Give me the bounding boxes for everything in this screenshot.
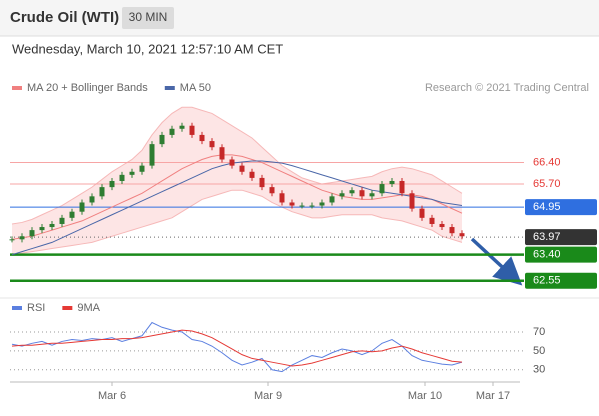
candle (49, 223, 55, 228)
candle (219, 147, 225, 160)
candle (119, 174, 125, 181)
legend-swatch (12, 306, 22, 310)
candle (239, 165, 245, 172)
level-label: 64.95 (533, 201, 561, 213)
legend-swatch (164, 86, 175, 90)
candle (459, 233, 465, 237)
level-label: 62.55 (533, 275, 561, 287)
candle (299, 205, 305, 207)
x-tick-label: Mar 17 (476, 390, 510, 402)
candle (109, 180, 115, 188)
bollinger-lower (11, 189, 463, 256)
x-tick-label: Mar 9 (254, 390, 282, 402)
candle (19, 236, 25, 240)
y-tick-label: 30 (533, 364, 545, 376)
x-tick-label: Mar 6 (98, 390, 126, 402)
ma-line (11, 154, 463, 240)
candle (289, 202, 295, 206)
candle (339, 193, 345, 197)
badge-box (122, 7, 174, 29)
level-tag (525, 246, 597, 263)
candle (349, 190, 355, 194)
candle (99, 187, 105, 197)
credit: Research © 2021 Trading Central (425, 82, 589, 94)
forecast-arrow (470, 237, 523, 286)
candle (389, 180, 395, 185)
badge: 30 MIN (129, 10, 168, 24)
candle (359, 190, 365, 197)
legend-label: 9MA (77, 302, 100, 314)
legend-swatch (12, 86, 22, 90)
candle (329, 196, 335, 203)
level-tag (525, 199, 597, 216)
candle (429, 217, 435, 224)
candle (149, 144, 155, 166)
legend-label: MA 20 + Bollinger Bands (27, 82, 148, 94)
legend-label: RSI (27, 302, 45, 314)
candle (319, 202, 325, 206)
candle (229, 159, 235, 166)
bollinger-band (12, 107, 462, 255)
candle (159, 134, 165, 145)
candle (79, 202, 85, 212)
candle (59, 217, 65, 224)
ma-line (11, 160, 463, 256)
level-tag (525, 229, 597, 246)
candle (209, 141, 215, 148)
header-bar (0, 0, 599, 36)
candle (179, 125, 185, 129)
candle (309, 205, 315, 207)
y-tick-label: 70 (533, 326, 545, 338)
legend-label: MA 50 (180, 82, 211, 94)
level-tag (525, 272, 597, 289)
candle (419, 208, 425, 218)
candle (369, 193, 375, 197)
candle (199, 134, 205, 142)
candle (139, 165, 145, 172)
candle (449, 227, 455, 234)
candle (259, 177, 265, 188)
candle (9, 239, 15, 241)
level-label: 65.70 (533, 178, 561, 190)
x-tick-label: Mar 10 (408, 390, 442, 402)
rsi-line (11, 321, 463, 373)
candle (89, 196, 95, 203)
candle (269, 187, 275, 194)
candle (439, 223, 445, 228)
candle (29, 230, 35, 237)
level-label: 66.40 (533, 156, 561, 168)
candle (39, 227, 45, 231)
candle (409, 193, 415, 209)
rsi-line (11, 329, 463, 367)
candle (69, 211, 75, 218)
candle (189, 125, 195, 135)
candle (279, 193, 285, 203)
candle (399, 180, 405, 194)
candle (379, 184, 385, 194)
subtitle: Wednesday, March 10, 2021 12:57:10 AM CE… (12, 41, 283, 56)
candle (129, 171, 135, 175)
legend-swatch (62, 306, 73, 310)
candle (169, 128, 175, 135)
y-tick-label: 50 (533, 345, 545, 357)
title: Crude Oil (WTI) (10, 9, 119, 26)
candle (249, 171, 255, 178)
bollinger-upper (11, 106, 463, 225)
level-label: 63.97 (533, 231, 561, 243)
level-label: 63.40 (533, 249, 561, 261)
